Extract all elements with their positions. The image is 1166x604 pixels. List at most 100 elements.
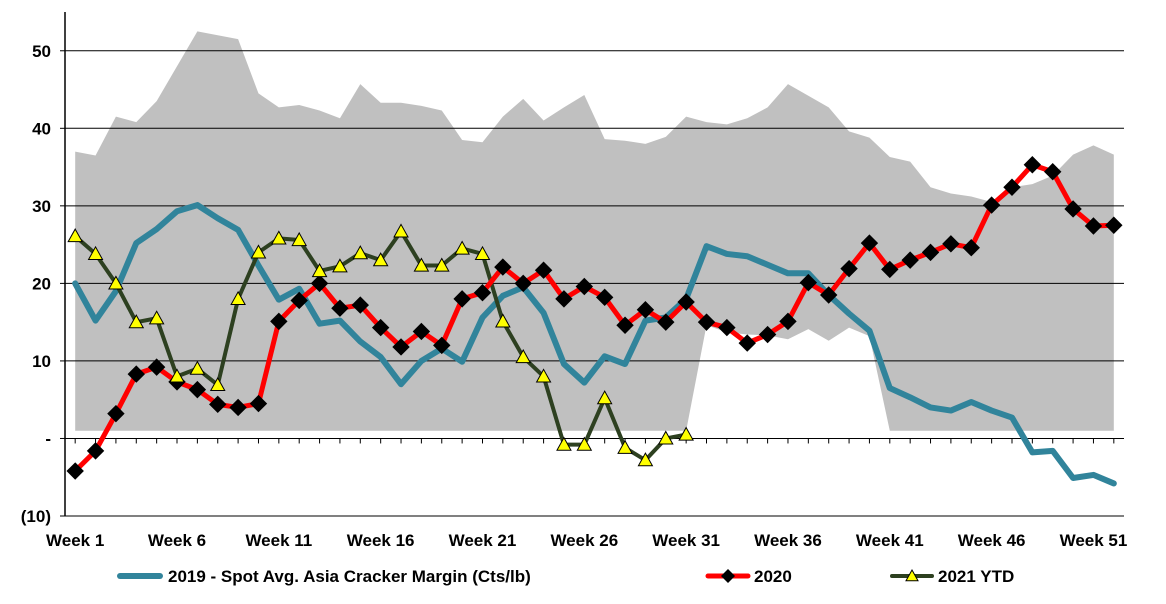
point-2020 [616, 316, 634, 334]
point-2020 [270, 312, 288, 331]
point-2020 [127, 365, 145, 383]
point-2020 [921, 243, 940, 262]
point-2020 [1003, 178, 1021, 196]
y-tick-label: 20 [32, 274, 51, 293]
point-2021-ytd [454, 240, 470, 255]
point-2021-ytd [678, 426, 694, 441]
point-2021-ytd [270, 230, 287, 245]
point-2020 [371, 318, 390, 337]
point-2020 [1064, 200, 1082, 218]
point-2021-ytd [332, 258, 348, 273]
point-2020 [1105, 216, 1123, 234]
tick-labels: 50 40 30 20 10 - (10) Week 1 Week 6 Week 11 Week 1… [21, 42, 1128, 550]
point-2021-ytd [433, 257, 450, 272]
point-2021-ytd [657, 430, 674, 445]
legend-swatch-marker [721, 569, 735, 583]
point-2021-ytd [148, 310, 165, 325]
point-2021-ytd [128, 314, 145, 329]
point-2021-ytd [413, 257, 430, 272]
point-2020 [514, 274, 532, 293]
x-tick-label: Week 1 [46, 531, 104, 550]
series-line-1 [72, 202, 1117, 487]
point-2021-ytd [108, 275, 124, 290]
x-tick-label: Week 11 [245, 531, 312, 550]
x-tick-label: Week 31 [652, 531, 720, 550]
point-2020 [310, 274, 329, 293]
axes [60, 12, 1124, 517]
point-2020 [392, 338, 410, 356]
x-tick-label: Week 51 [1060, 531, 1128, 550]
point-2021-ytd [556, 436, 572, 451]
point-2021-ytd [352, 245, 369, 260]
legend-label: 2020 [754, 567, 792, 586]
x-tick-label: Week 21 [449, 531, 517, 550]
point-2020 [209, 395, 227, 414]
point-2020 [1023, 156, 1042, 174]
x-tick-label: Week 16 [347, 531, 415, 550]
historical-range-band [75, 31, 1114, 431]
point-2021-ytd [576, 436, 593, 451]
point-2021-ytd [617, 439, 633, 454]
point-2020 [758, 325, 777, 344]
x-tick-label: Week 6 [148, 531, 206, 550]
y-tick-label: 40 [32, 119, 51, 138]
point-2020 [229, 398, 247, 417]
point-2021-ytd [393, 223, 409, 238]
y-tick-label: (10) [21, 507, 51, 526]
point-2020 [677, 293, 695, 311]
point-2020 [188, 380, 207, 399]
y-tick-label: 50 [32, 42, 51, 61]
point-2020 [433, 336, 451, 355]
point-2021-ytd [291, 231, 308, 247]
point-2021-ytd [596, 390, 613, 405]
point-2020 [799, 273, 818, 292]
point-2020 [534, 261, 553, 279]
point-2021-ytd [637, 452, 654, 467]
point-2020 [942, 235, 960, 253]
gridlines [65, 50, 1124, 439]
point-2020 [86, 442, 105, 460]
point-2020 [1044, 163, 1062, 181]
point-2020 [982, 196, 1001, 214]
point-2020 [494, 258, 512, 276]
x-tick-label: Week 41 [856, 531, 924, 550]
point-2020 [636, 301, 655, 319]
legend-swatch-marker [905, 568, 919, 582]
legend: 2019 - Spot Avg. Asia Cracker Margin (Ct… [117, 567, 1014, 586]
series-line-2 [72, 162, 1117, 474]
x-tick-label: Week 46 [958, 531, 1026, 550]
point-2021-ytd [372, 252, 389, 267]
point-2020 [657, 313, 675, 331]
x-tick-label: Week 36 [754, 531, 822, 550]
point-2020 [290, 291, 308, 310]
point-2020 [860, 234, 879, 252]
point-2020 [819, 286, 838, 304]
point-2021-ytd [250, 244, 267, 259]
point-2021-ytd [495, 313, 511, 328]
point-2021-ytd [535, 368, 552, 383]
point-2021-ytd [67, 228, 84, 243]
point-2020 [473, 283, 492, 302]
point-2020 [1084, 217, 1103, 235]
point-2020 [575, 277, 594, 296]
x-tick-label: Week 26 [550, 531, 618, 550]
point-2021-ytd [169, 368, 185, 383]
legend-label: 2019 - Spot Avg. Asia Cracker Margin (Ct… [168, 567, 531, 586]
point-2020 [249, 394, 268, 413]
point-2021-ytd [474, 245, 491, 261]
point-2021-ytd [311, 262, 328, 278]
point-2020 [555, 290, 573, 308]
point-2020 [697, 313, 716, 331]
point-2020 [453, 290, 471, 308]
point-2020 [840, 259, 858, 278]
point-2020 [595, 288, 614, 307]
point-2020 [412, 322, 431, 341]
point-2021-ytd [230, 290, 246, 305]
point-2021-ytd [189, 360, 206, 375]
marker-layer [66, 156, 1123, 480]
point-2020 [738, 334, 756, 352]
point-2020 [351, 296, 370, 314]
point-2021-ytd [209, 376, 226, 392]
